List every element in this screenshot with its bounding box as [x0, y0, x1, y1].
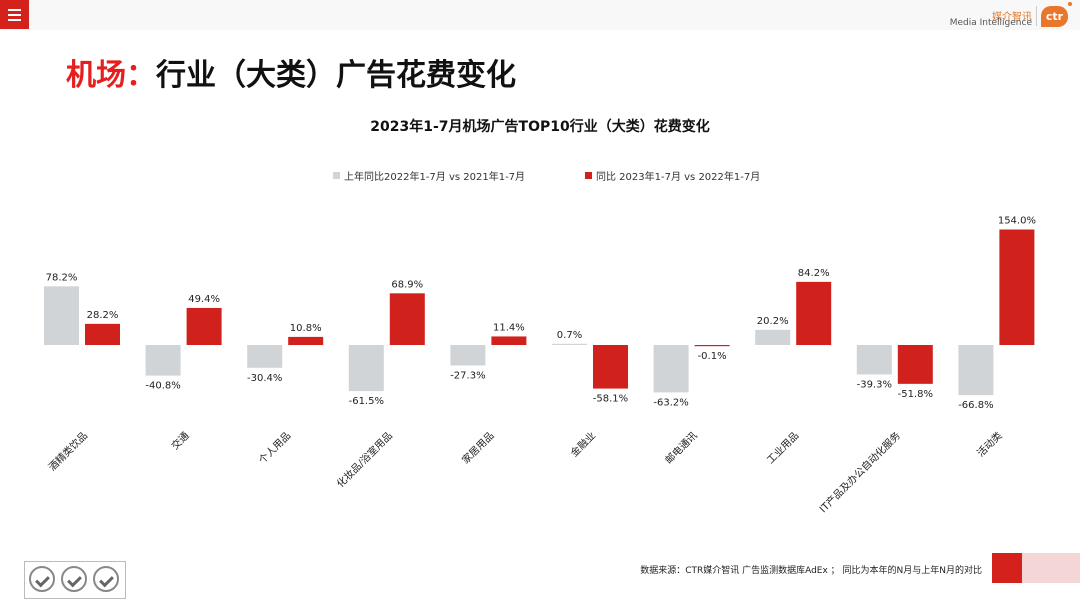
data-label-current-year-1: 49.4% [188, 294, 220, 305]
data-label-prev-year-6: -63.2% [653, 397, 688, 408]
page-title: 机场：行业（大类）广告花费变化 [66, 50, 516, 94]
certification-badges [24, 561, 126, 599]
legend-item-prev-year: 上年同比2022年1-7月 vs 2021年1-7月 [333, 168, 525, 183]
chart-title: 2023年1-7月机场广告TOP10行业（大类）花费变化 [370, 119, 710, 135]
data-label-prev-year-4: -27.3% [450, 370, 485, 381]
page-title-main: 行业（大类）广告花费变化 [156, 58, 516, 93]
bar-prev-year-4 [450, 345, 486, 366]
bar-current-year-9 [999, 229, 1035, 345]
bar-current-year-4 [491, 336, 527, 345]
brand-name-cn: 媒介智讯 [992, 12, 1032, 23]
category-label-3: 化妆品/浴室用品 [334, 429, 395, 490]
category-label-7: 工业用品 [765, 430, 802, 467]
legend-swatch-prev-year [333, 172, 340, 179]
data-source-note: 数据来源：CTR媒介智讯 广告监测数据库AdEx ； 同比为本年的N月与上年N月… [640, 566, 982, 576]
bar-current-year-1 [186, 307, 222, 345]
data-label-current-year-4: 11.4% [493, 322, 525, 333]
data-label-prev-year-1: -40.8% [145, 381, 180, 392]
data-label-current-year-9: 154.0% [998, 216, 1036, 227]
bar-prev-year-3 [348, 345, 384, 392]
data-label-prev-year-0: 78.2% [46, 272, 78, 283]
brand-name-en: Media Intelligence [949, 18, 1032, 28]
bar-prev-year-6 [653, 345, 689, 393]
sgs-badge-icon [93, 566, 119, 592]
bar-prev-year-2 [247, 345, 283, 368]
category-label-0: 酒精类饮品 [46, 429, 91, 474]
legend-label-current-year: 同比 2023年1-7月 vs 2022年1-7月 [596, 172, 761, 183]
bar-current-year-0 [85, 323, 120, 345]
menu-icon[interactable] [0, 0, 29, 29]
bar-prev-year-1 [145, 345, 181, 376]
category-label-6: 邮电通讯 [662, 429, 699, 466]
data-label-current-year-6: -0.1% [698, 351, 727, 362]
data-label-prev-year-9: -66.8% [958, 400, 993, 411]
legend-item-current-year: 同比 2023年1-7月 vs 2022年1-7月 [585, 168, 760, 183]
category-label-5: 金融业 [568, 429, 598, 459]
category-label-4: 家居用品 [459, 429, 496, 466]
brand-logo-area: 媒介智讯 Media Intelligence ctr [880, 0, 1080, 30]
category-label-2: 个人用品 [257, 430, 294, 467]
brand-divider [1036, 6, 1037, 26]
legend-label-prev-year: 上年同比2022年1-7月 vs 2021年1-7月 [344, 172, 526, 183]
category-label-1: 交通 [168, 429, 191, 452]
legend-swatch-current-year [585, 172, 592, 179]
footer-accent-strip [1022, 553, 1080, 583]
bar-current-year-3 [389, 293, 425, 345]
bar-prev-year-5 [552, 343, 587, 345]
page-title-prefix: 机场： [66, 58, 156, 93]
data-label-current-year-8: -51.8% [898, 389, 933, 400]
bar-current-year-6 [694, 345, 730, 347]
data-label-prev-year-5: 0.7% [557, 330, 582, 341]
category-label-8: IT产品及办公自动化服务 [817, 429, 903, 515]
chart-legend: 上年同比2022年1-7月 vs 2021年1-7月 同比 2023年1-7月 … [0, 168, 1080, 184]
data-label-current-year-7: 84.2% [798, 268, 830, 279]
data-label-current-year-3: 68.9% [391, 279, 423, 290]
bar-prev-year-7 [755, 329, 791, 345]
bar-prev-year-8 [856, 345, 892, 375]
sgs-badge-icon [29, 566, 55, 592]
data-label-current-year-2: 10.8% [290, 323, 322, 334]
sgs-badge-icon [61, 566, 87, 592]
category-label-9: 活动类 [974, 429, 1004, 459]
bar-chart: 78.2% 28.2% 酒精类饮品 -40.8% 49.4% 交通 -30.4% 10.8% 个… [44, 216, 1036, 515]
logo-dot-icon [1068, 2, 1072, 6]
data-label-prev-year-8: -39.3% [857, 379, 892, 390]
top-bar: 媒介智讯 Media Intelligence ctr [0, 0, 1080, 30]
footer-accent-block [992, 553, 1022, 583]
data-label-prev-year-2: -30.4% [247, 373, 282, 384]
data-label-prev-year-3: -61.5% [349, 396, 384, 407]
bar-current-year-8 [897, 345, 933, 384]
ctr-logo-icon: ctr [1041, 6, 1068, 27]
data-label-prev-year-7: 20.2% [757, 316, 789, 327]
bar-current-year-2 [288, 336, 324, 345]
bar-prev-year-0 [44, 286, 79, 345]
data-label-current-year-0: 28.2% [87, 310, 119, 321]
data-label-current-year-5: -58.1% [593, 394, 628, 405]
bar-current-year-7 [796, 281, 832, 345]
bar-current-year-5 [593, 345, 628, 389]
bar-prev-year-9 [958, 345, 994, 396]
